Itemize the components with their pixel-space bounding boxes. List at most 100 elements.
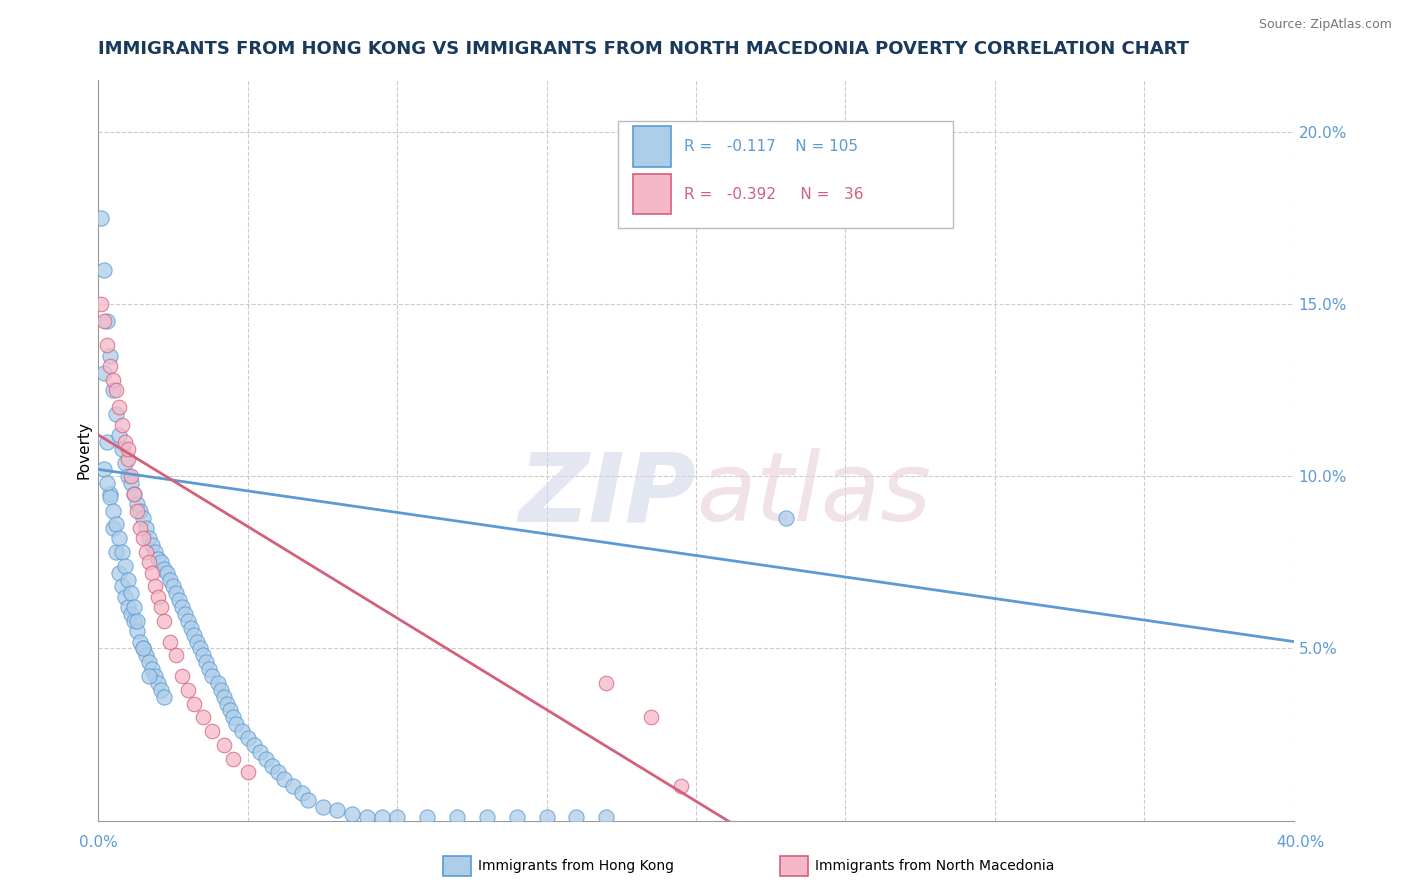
Point	[536, 810, 558, 824]
Point	[120, 586, 142, 600]
Point	[117, 573, 139, 587]
Point	[141, 662, 163, 676]
Point	[326, 803, 349, 817]
Point	[180, 621, 202, 635]
Point	[135, 648, 157, 663]
Point	[93, 462, 115, 476]
Point	[129, 634, 152, 648]
Point	[98, 359, 122, 373]
Point	[117, 469, 139, 483]
Point	[124, 600, 146, 615]
Point	[195, 655, 218, 669]
Point	[138, 531, 160, 545]
Point	[207, 676, 229, 690]
Text: 40.0%: 40.0%	[1277, 836, 1324, 850]
Point	[260, 758, 283, 772]
Point	[177, 614, 200, 628]
Point	[446, 810, 468, 824]
Point	[114, 434, 136, 449]
Point	[172, 669, 194, 683]
Point	[249, 745, 271, 759]
Point	[96, 476, 118, 491]
Point	[165, 586, 187, 600]
Point	[150, 555, 173, 569]
Text: IMMIGRANTS FROM HONG KONG VS IMMIGRANTS FROM NORTH MACEDONIA POVERTY CORRELATION: IMMIGRANTS FROM HONG KONG VS IMMIGRANTS …	[98, 40, 1189, 58]
Point	[215, 697, 238, 711]
Point	[595, 810, 617, 824]
Point	[281, 779, 304, 793]
Point	[267, 765, 290, 780]
Point	[105, 517, 128, 532]
Point	[124, 486, 146, 500]
Text: Immigrants from Hong Kong: Immigrants from Hong Kong	[478, 859, 673, 873]
Point	[167, 593, 190, 607]
Point	[132, 641, 155, 656]
Point	[342, 806, 364, 821]
Point	[120, 469, 142, 483]
Point	[93, 262, 115, 277]
Point	[117, 442, 139, 456]
Point	[159, 634, 181, 648]
Point	[127, 624, 149, 639]
Point	[143, 669, 166, 683]
Point	[165, 648, 187, 663]
Point	[96, 434, 118, 449]
Point	[103, 504, 125, 518]
Point	[98, 490, 122, 504]
Point	[222, 710, 245, 724]
Point	[108, 401, 131, 415]
Point	[416, 810, 439, 824]
Point	[225, 717, 247, 731]
Point	[172, 600, 194, 615]
Point	[150, 600, 173, 615]
Point	[96, 314, 118, 328]
Point	[124, 486, 146, 500]
Point	[90, 297, 112, 311]
Point	[506, 810, 529, 824]
Point	[127, 497, 149, 511]
Point	[138, 655, 160, 669]
Point	[93, 366, 115, 380]
Point	[120, 476, 142, 491]
Point	[243, 738, 266, 752]
Point	[254, 752, 277, 766]
Point	[105, 545, 128, 559]
Point	[114, 558, 136, 573]
Point	[141, 538, 163, 552]
Point	[143, 579, 166, 593]
Point	[108, 531, 131, 545]
Point	[124, 614, 146, 628]
Point	[138, 669, 160, 683]
Point	[291, 786, 314, 800]
Text: atlas: atlas	[696, 449, 931, 541]
Point	[198, 662, 221, 676]
FancyBboxPatch shape	[619, 121, 953, 228]
Point	[148, 552, 170, 566]
Point	[132, 531, 155, 545]
Point	[105, 407, 128, 421]
Point	[111, 579, 134, 593]
Point	[156, 566, 179, 580]
Point	[103, 383, 125, 397]
Point	[640, 710, 662, 724]
Point	[111, 545, 134, 559]
Point	[191, 710, 214, 724]
Point	[219, 703, 242, 717]
Point	[108, 566, 131, 580]
FancyBboxPatch shape	[633, 174, 671, 214]
Point	[231, 724, 253, 739]
Point	[135, 521, 157, 535]
Point	[297, 793, 319, 807]
Text: 0.0%: 0.0%	[79, 836, 118, 850]
Point	[150, 682, 173, 697]
Point	[183, 628, 205, 642]
Point	[475, 810, 498, 824]
Text: Source: ZipAtlas.com: Source: ZipAtlas.com	[1258, 18, 1392, 31]
Point	[127, 504, 149, 518]
Point	[148, 676, 170, 690]
Point	[90, 211, 112, 225]
Point	[132, 641, 155, 656]
Point	[212, 738, 235, 752]
Point	[105, 383, 128, 397]
Point	[114, 456, 136, 470]
